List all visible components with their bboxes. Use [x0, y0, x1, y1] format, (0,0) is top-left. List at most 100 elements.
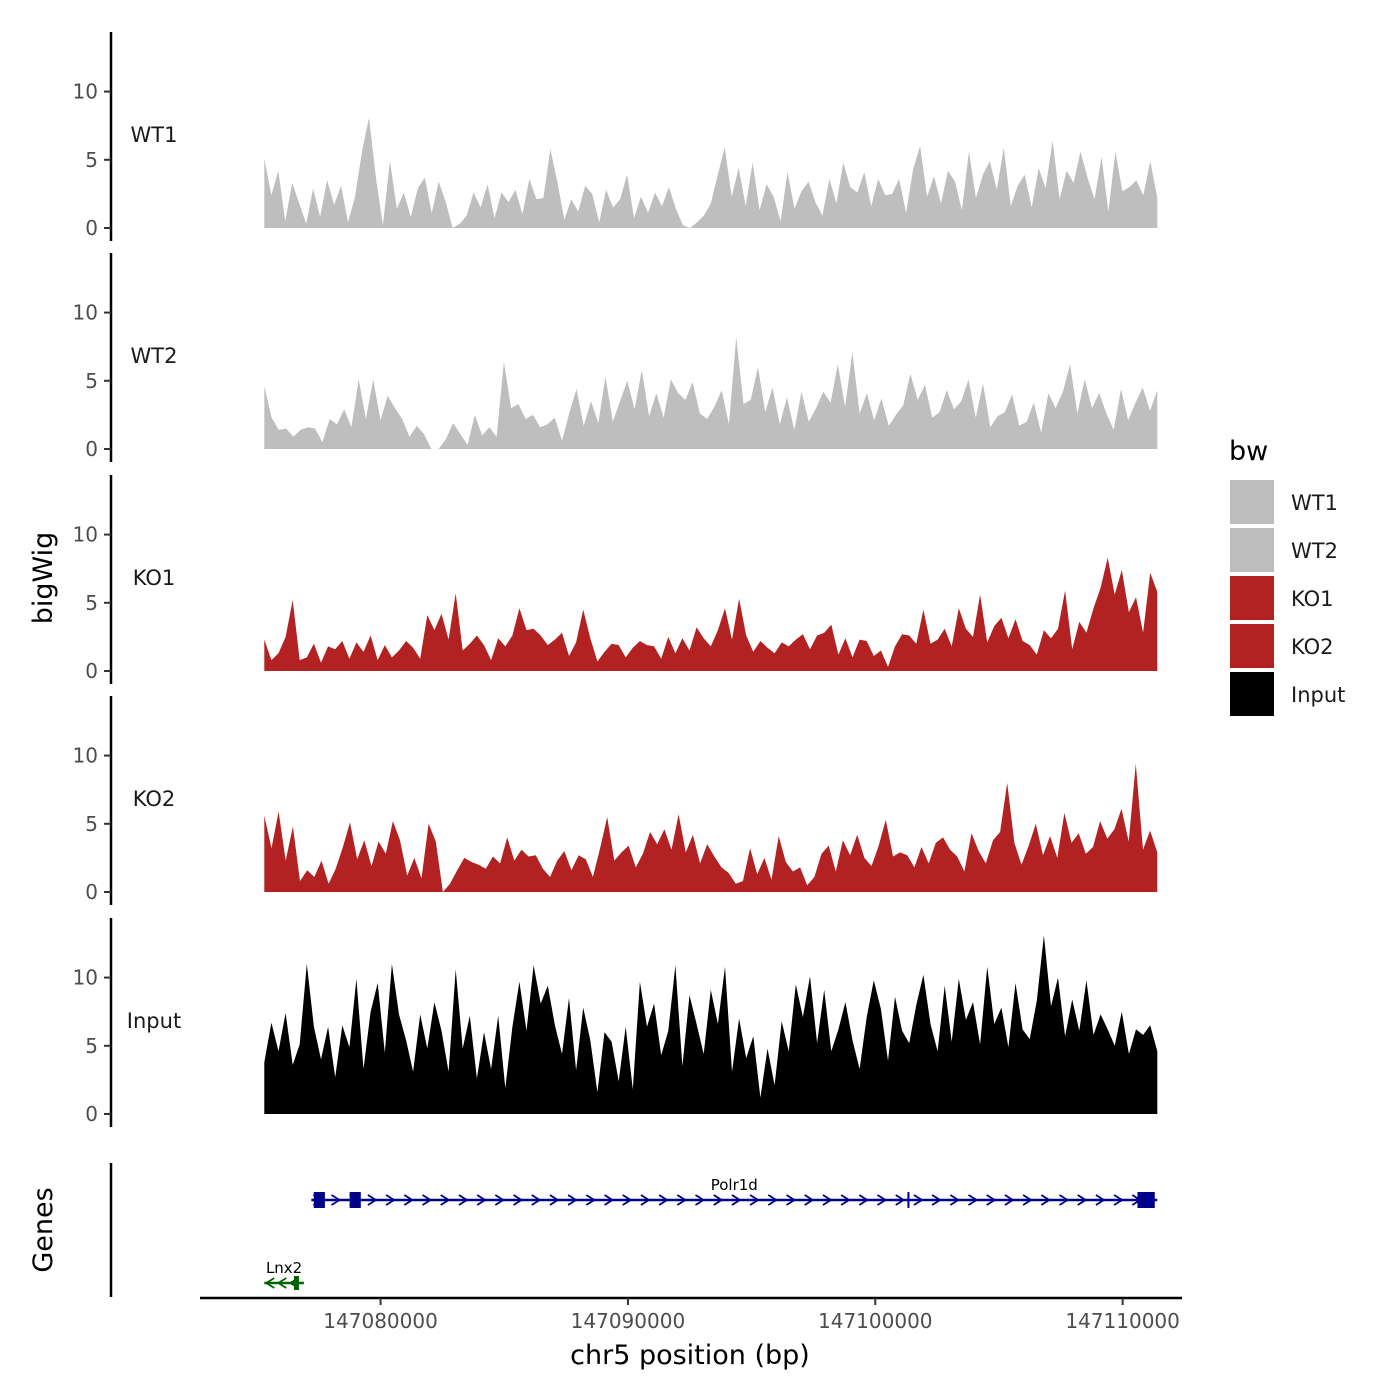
- y-tick-label: 5: [85, 1034, 98, 1058]
- legend-label-ko2: KO2: [1291, 635, 1334, 659]
- strand-chevron: [695, 1194, 706, 1206]
- genes-axis-title: Genes: [28, 1187, 59, 1272]
- strand-chevron: [513, 1194, 524, 1206]
- track-label-ko1: KO1: [133, 566, 176, 590]
- strand-chevron: [986, 1194, 997, 1206]
- strand-chevron: [1040, 1194, 1052, 1206]
- strand-chevron: [1022, 1194, 1033, 1206]
- coverage-area-ko1: [264, 557, 1158, 671]
- strand-chevron: [877, 1194, 888, 1206]
- track-label-input: Input: [127, 1009, 181, 1033]
- strand-chevron: [585, 1194, 597, 1206]
- track-label-wt1: WT1: [131, 123, 178, 147]
- legend-swatch-input: [1230, 672, 1274, 716]
- strand-chevron: [367, 1194, 378, 1206]
- strand-chevron: [822, 1194, 833, 1206]
- y-tick-label: 10: [73, 744, 98, 768]
- coverage-area-wt1: [264, 117, 1158, 228]
- exon-polr1d: [313, 1192, 325, 1208]
- gene-lnx2: Lnx2: [264, 1259, 304, 1290]
- track-panel-ko2: 0 5 10 KO2: [73, 696, 1158, 905]
- strand-chevron: [931, 1194, 942, 1206]
- legend-label-wt2: WT2: [1291, 539, 1338, 563]
- y-tick-label: 10: [73, 966, 98, 990]
- y-tick-label: 0: [85, 1102, 98, 1126]
- strand-chevron: [804, 1194, 815, 1206]
- strand-chevron: [622, 1194, 633, 1206]
- x-tick-label: 147090000: [571, 1309, 686, 1333]
- strand-chevron: [658, 1194, 669, 1206]
- strand-chevron: [567, 1194, 578, 1206]
- legend-label-input: Input: [1291, 683, 1345, 707]
- strand-chevron: [458, 1194, 469, 1206]
- strand-chevron: [604, 1194, 615, 1206]
- x-tick-label: 147100000: [818, 1309, 933, 1333]
- track-panel-ko1: 0 5 10 KO1: [73, 475, 1158, 684]
- legend-label-wt1: WT1: [1291, 491, 1338, 515]
- strand-chevron: [1059, 1194, 1070, 1206]
- y-tick-label: 10: [73, 523, 98, 547]
- track-panel-wt1: 0 5 10 WT1: [73, 32, 1158, 241]
- strand-chevron: [1004, 1194, 1015, 1206]
- strand-chevron: [749, 1194, 760, 1206]
- exon-lnx2: [293, 1276, 299, 1290]
- strand-chevron: [494, 1194, 506, 1206]
- legend-swatch-ko2: [1230, 624, 1274, 668]
- exon-polr1d: [1137, 1192, 1155, 1208]
- y-tick-label: 0: [85, 437, 98, 461]
- coverage-area-ko2: [264, 763, 1158, 892]
- strand-chevron: [949, 1194, 961, 1206]
- strand-chevron: [264, 1277, 275, 1289]
- strand-chevron: [731, 1194, 742, 1206]
- gene-polr1d: Polr1d: [311, 1176, 1158, 1208]
- y-tick-label: 5: [85, 812, 98, 836]
- exon-polr1d: [907, 1192, 910, 1208]
- gene-label-lnx2: Lnx2: [266, 1259, 302, 1277]
- strand-chevron: [549, 1194, 560, 1206]
- strand-chevron: [968, 1194, 979, 1206]
- track-panel-input: 0 5 10 Input: [73, 918, 1158, 1127]
- track-label-wt2: WT2: [131, 344, 178, 368]
- gene-label-polr1d: Polr1d: [711, 1176, 758, 1194]
- strand-chevron: [440, 1194, 451, 1206]
- y-tick-label: 10: [73, 80, 98, 104]
- strand-chevron: [1113, 1194, 1124, 1206]
- exon-polr1d: [349, 1192, 361, 1208]
- strand-chevron: [786, 1194, 797, 1206]
- y-tick-label: 0: [85, 880, 98, 904]
- genes-panel: Polr1d Lnx2: [109, 1163, 1158, 1297]
- legend-swatch-wt1: [1230, 480, 1274, 524]
- y-tick-label: 5: [85, 369, 98, 393]
- strand-chevron: [895, 1194, 906, 1206]
- legend: bw WT1 WT2 KO1 KO2 Input: [1229, 436, 1345, 716]
- y-tick-label: 0: [85, 659, 98, 683]
- coverage-area-wt2: [264, 337, 1158, 449]
- strand-chevron: [640, 1194, 651, 1206]
- legend-swatch-wt2: [1230, 528, 1274, 572]
- strand-chevron: [840, 1194, 851, 1206]
- strand-chevron: [713, 1194, 724, 1206]
- strand-chevron: [767, 1194, 779, 1206]
- track-label-ko2: KO2: [133, 787, 176, 811]
- strand-chevron: [331, 1194, 342, 1206]
- strand-chevron: [913, 1194, 924, 1206]
- strand-chevron: [476, 1194, 487, 1206]
- y-tick-label: 5: [85, 148, 98, 172]
- strand-chevron: [1095, 1194, 1106, 1206]
- strand-chevron: [422, 1194, 433, 1206]
- x-axis: 147080000 147090000 147100000 147110000: [200, 1296, 1182, 1333]
- y-tick-label: 10: [73, 301, 98, 325]
- coverage-area-input: [264, 935, 1158, 1114]
- strand-chevron: [403, 1194, 415, 1206]
- x-axis-title: chr5 position (bp): [570, 1340, 810, 1371]
- x-tick-label: 147110000: [1065, 1309, 1180, 1333]
- strand-chevron: [531, 1194, 542, 1206]
- strand-chevron: [676, 1194, 688, 1206]
- y-axis-title: bigWig: [28, 532, 59, 625]
- strand-chevron: [385, 1194, 396, 1206]
- track-panels: 0 5 10 WT1 0 5 10 WT2 0 5 10 KO1 0 5 10 KO2 0 5 10 Input: [73, 32, 1158, 1127]
- legend-label-ko1: KO1: [1291, 587, 1334, 611]
- strand-chevron: [858, 1194, 870, 1206]
- x-tick-label: 147080000: [323, 1309, 438, 1333]
